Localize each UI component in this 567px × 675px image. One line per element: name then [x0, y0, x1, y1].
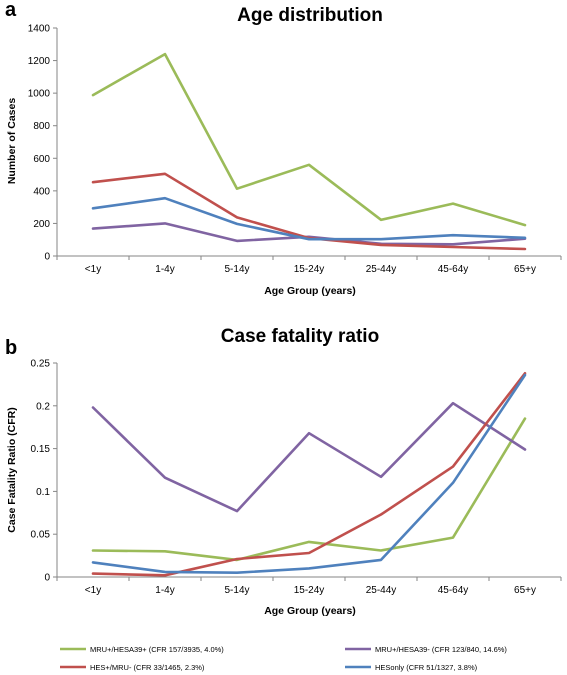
- y-tick-label: 1400: [28, 24, 51, 35]
- y-tick-label: 0.05: [31, 530, 51, 541]
- y-tick-label: 0.15: [31, 444, 51, 455]
- x-tick-label: 65+y: [514, 585, 536, 596]
- series-line-hesonly: [91, 196, 527, 241]
- y-tick-label: 200: [33, 219, 50, 230]
- series-line-hesonly: [91, 373, 527, 575]
- chart-a: 0 200 400 600 800 1000 1200 1400 <1y 1-4y 5-14y 15-…: [28, 24, 562, 275]
- y-tick-label: 0.25: [31, 359, 51, 370]
- series-line-mru_hesa39_pos: [91, 52, 527, 227]
- x-tick-label: <1y: [85, 585, 101, 596]
- chart-b: 0 0.05 0.1 0.15 0.2 0.25 <1y 1-4y 5-14y 15-24y 25-…: [31, 359, 562, 596]
- y-tick-label: 1000: [28, 89, 51, 100]
- x-tick-label: 1-4y: [155, 585, 174, 596]
- legend-label-hes_mru_neg: HES+/MRU- (CFR 33/1465, 2.3%): [90, 663, 205, 672]
- chart-b-title: Case fatality ratio: [221, 326, 379, 347]
- series-line-mru_hesa39_neg: [91, 222, 527, 246]
- x-tick-label: 1-4y: [155, 264, 174, 275]
- series-line-hes_mru_neg: [91, 371, 527, 577]
- series-line-mru_hesa39_neg: [91, 401, 527, 513]
- x-tick-label: 25-44y: [366, 264, 397, 275]
- chart-a-xlabel: Age Group (years): [264, 285, 356, 297]
- panel-letter-a: a: [5, 0, 17, 21]
- x-tick-label: 5-14y: [224, 585, 249, 596]
- x-tick-label: <1y: [85, 264, 101, 275]
- y-tick-label: 0.2: [36, 401, 50, 412]
- chart-b-legend: MRU+/HESA39+ (CFR 157/3935, 4.0%) MRU+/HE…: [60, 645, 507, 672]
- x-tick-label: 5-14y: [224, 264, 249, 275]
- y-tick-label: 0.1: [36, 487, 50, 498]
- x-tick-label: 15-24y: [294, 585, 325, 596]
- chart-a-ylabel: Number of Cases: [6, 98, 18, 185]
- series-line-hes_mru_neg: [91, 172, 527, 251]
- panel-letter-b: b: [5, 337, 17, 359]
- chart-a-title: Age distribution: [237, 5, 383, 26]
- series-line-mru_hesa39_pos: [91, 417, 527, 562]
- x-tick-label: 15-24y: [294, 264, 325, 275]
- legend-label-hesonly: HESonly (CFR 51/1327, 3.8%): [375, 663, 478, 672]
- y-tick-label: 400: [33, 186, 50, 197]
- y-tick-label: 1200: [28, 56, 51, 67]
- x-tick-label: 45-64y: [438, 264, 469, 275]
- y-tick-label: 0: [44, 573, 50, 584]
- legend-label-mru_hesa39_neg: MRU+/HESA39- (CFR 123/840, 14.6%): [375, 645, 507, 654]
- legend-label-mru_hesa39_pos: MRU+/HESA39+ (CFR 157/3935, 4.0%): [90, 645, 224, 654]
- y-tick-label: 600: [33, 154, 50, 165]
- chart-b-xlabel: Age Group (years): [264, 605, 356, 617]
- x-tick-label: 25-44y: [366, 585, 397, 596]
- x-tick-label: 45-64y: [438, 585, 469, 596]
- y-tick-label: 0: [44, 252, 50, 263]
- chart-b-ylabel: Case Fatality Ratio (CFR): [6, 407, 18, 532]
- x-tick-label: 65+y: [514, 264, 536, 275]
- y-tick-label: 800: [33, 121, 50, 132]
